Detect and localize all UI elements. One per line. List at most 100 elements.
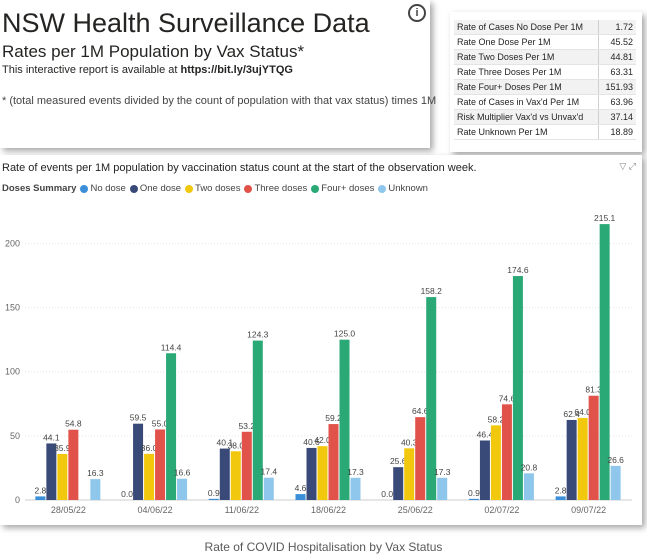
- stat-label: Rate Three Doses Per 1M: [454, 64, 599, 80]
- data-label: 26.6: [607, 455, 624, 465]
- data-label: 16.3: [87, 468, 104, 478]
- bar: [155, 429, 166, 500]
- data-label: 0.0: [381, 489, 393, 499]
- y-tick-label: 150: [5, 303, 20, 313]
- y-tick-label: 50: [10, 431, 20, 441]
- data-label: 114.4: [161, 342, 182, 352]
- legend-swatch: [129, 184, 138, 193]
- bar: [415, 417, 426, 500]
- focus-mode-icon[interactable]: ⤢: [628, 161, 636, 171]
- bar: [393, 467, 404, 500]
- data-label: 81.3: [585, 385, 602, 395]
- bar: [577, 417, 588, 500]
- data-label: 16.6: [174, 468, 191, 478]
- stat-value: 37.14: [598, 109, 636, 125]
- data-label: 64.6: [412, 406, 429, 416]
- bar: [219, 448, 230, 500]
- bar: [306, 447, 317, 500]
- data-label: 124.3: [247, 330, 269, 340]
- data-label: 4.6: [295, 483, 307, 493]
- x-tick-label: 11/06/22: [225, 505, 259, 515]
- bar: [252, 340, 263, 500]
- bar: [479, 440, 490, 500]
- stats-row: Rate of Cases in Vax'd Per 1M 63.96: [454, 94, 636, 110]
- bar: [177, 478, 188, 500]
- stats-row: Rate of Cases No Dose Per 1M 1.72: [454, 20, 636, 35]
- stats-table: Rate of Cases No Dose Per 1M 1.72 Rate One…: [454, 20, 636, 140]
- filter-icon[interactable]: ▽: [619, 161, 627, 171]
- page-subtitle: Rates per 1M Population by Vax Status*: [2, 42, 305, 61]
- bar: [35, 496, 46, 500]
- y-tick-label: 200: [5, 238, 20, 248]
- data-label: 44.1: [43, 432, 60, 442]
- info-icon[interactable]: i: [408, 4, 426, 22]
- chart-panel: Rate of events per 1M population by vacc…: [0, 155, 642, 525]
- data-label: 40.6: [303, 437, 320, 447]
- data-label: 20.8: [521, 462, 538, 472]
- data-label: 46.4: [477, 429, 494, 439]
- stat-value: 1.72: [598, 20, 636, 35]
- figure-caption: Rate of COVID Hospitalisation by Vax Sta…: [204, 540, 443, 554]
- bar-chart: 0 50 100 150 200 2.8 44.135.9 54.8 16.3 28/05/22 0…: [5, 213, 632, 515]
- data-label: 36.0: [141, 443, 158, 453]
- data-label: 17.3: [347, 467, 364, 477]
- stat-label: Risk Multiplier Vax'd vs Unvax'd: [454, 109, 599, 125]
- y-tick-label: 0: [15, 495, 20, 505]
- bar: [426, 297, 437, 500]
- bar: [610, 465, 621, 500]
- report-availability: This interactive report is available at …: [2, 64, 293, 76]
- bar: [350, 477, 361, 500]
- x-tick-label: 18/06/22: [311, 505, 346, 515]
- bar: [599, 224, 610, 500]
- data-label: 74.6: [499, 393, 516, 403]
- legend-item[interactable]: Two doses: [185, 183, 240, 194]
- bar: [555, 496, 566, 500]
- legend-item[interactable]: One dose: [129, 183, 181, 194]
- data-label: 42.0: [314, 435, 331, 445]
- bar: [230, 451, 241, 500]
- data-label: 25.6: [390, 456, 407, 466]
- stats-row: Risk Multiplier Vax'd vs Unvax'd 37.14: [454, 109, 636, 125]
- x-tick-label: 25/06/22: [398, 505, 433, 515]
- legend-label: Unknown: [388, 183, 428, 194]
- bar: [57, 453, 68, 500]
- bar: [133, 423, 144, 500]
- stat-value: 18.89: [598, 124, 636, 140]
- x-tick-label: 04/06/22: [138, 505, 173, 515]
- bar: [166, 353, 177, 500]
- legend-swatch: [311, 184, 320, 193]
- legend-item[interactable]: Unknown: [378, 183, 428, 194]
- chart-tools: ▽ ⤢: [619, 161, 636, 172]
- data-label: 55.0: [152, 418, 169, 428]
- data-label: 40.3: [401, 437, 418, 447]
- bar: [46, 443, 57, 500]
- report-link[interactable]: https://bit.ly/3ujYTQG: [180, 64, 293, 76]
- bar: [208, 498, 219, 500]
- data-label: 0.9: [468, 488, 480, 498]
- bar: [144, 453, 155, 500]
- legend-item[interactable]: Four+ doses: [311, 183, 374, 194]
- bar: [588, 395, 599, 500]
- x-tick-label: 28/05/22: [51, 505, 86, 515]
- stats-row: Rate Two Doses Per 1M 44.81: [454, 49, 636, 65]
- data-label: 54.8: [65, 419, 82, 429]
- data-label: 17.4: [261, 467, 278, 477]
- stat-value: 44.81: [598, 49, 636, 65]
- stat-label: Rate Two Doses Per 1M: [454, 49, 599, 65]
- legend-item[interactable]: Three doses: [244, 183, 307, 194]
- data-label: 158.2: [421, 286, 443, 296]
- data-label: 59.5: [130, 413, 147, 423]
- stats-row: Rate One Dose Per 1M 45.52: [454, 34, 636, 50]
- data-label: 58.2: [488, 414, 505, 424]
- x-tick-label: 02/07/22: [484, 505, 519, 515]
- bar: [90, 479, 101, 500]
- data-label: 35.9: [54, 443, 71, 453]
- data-label: 125.0: [334, 329, 356, 339]
- bar: [468, 498, 479, 500]
- bar: [317, 446, 328, 500]
- stats-row: Rate Three Doses Per 1M 63.31: [454, 64, 636, 80]
- legend-item[interactable]: No dose: [80, 183, 126, 194]
- data-label: 0.0: [121, 489, 133, 499]
- availability-text: This interactive report is available at: [2, 64, 178, 76]
- legend-swatch: [244, 184, 253, 193]
